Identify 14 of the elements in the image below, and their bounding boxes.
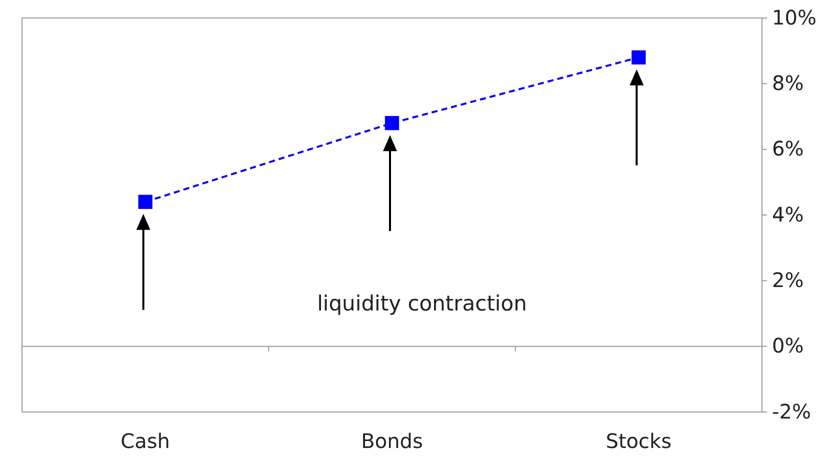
point: [384, 116, 400, 130]
x-tick-label: Bonds: [361, 429, 423, 453]
x-tick-label: Stocks: [606, 429, 672, 453]
y-tick-label: 8%: [772, 71, 804, 96]
point: [138, 194, 152, 209]
y-tick-label: -2%: [772, 399, 811, 424]
y-tick-label: 10%: [772, 5, 816, 30]
annotation: liquidity contraction: [317, 292, 527, 316]
y-tick-label: 4%: [772, 202, 804, 226]
y-tick-label: 0%: [772, 334, 804, 358]
x-tick-label: Cash: [120, 429, 170, 453]
y-tick-label: 2%: [772, 268, 804, 292]
y-tick-label: 6%: [772, 136, 804, 161]
point: [632, 50, 646, 64]
